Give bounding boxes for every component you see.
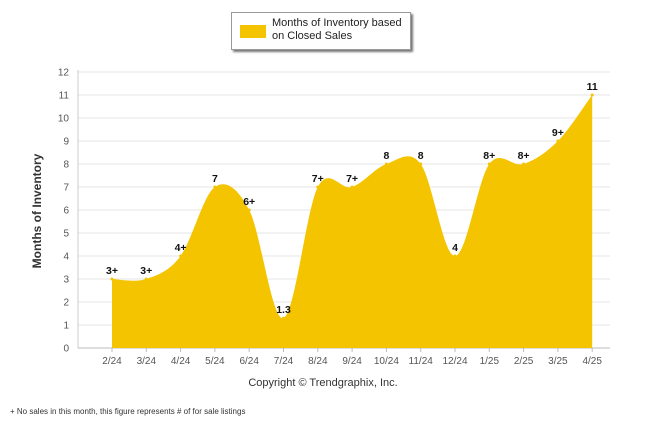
data-point bbox=[213, 185, 217, 189]
x-tick-label: 5/24 bbox=[205, 356, 225, 367]
y-tick-label: 2 bbox=[63, 298, 69, 309]
y-tick-label: 0 bbox=[63, 344, 69, 355]
x-tick-label: 6/24 bbox=[239, 356, 259, 367]
x-tick-label: 12/24 bbox=[442, 356, 467, 367]
data-point bbox=[590, 93, 594, 97]
data-point bbox=[282, 316, 285, 320]
y-axis-label: Months of Inventory bbox=[30, 153, 44, 268]
y-tick-label: 9 bbox=[63, 137, 69, 148]
y-tick-label: 10 bbox=[58, 114, 70, 125]
data-point bbox=[487, 162, 491, 166]
data-label: 3+ bbox=[140, 265, 152, 277]
data-point bbox=[419, 162, 423, 166]
legend: Months of Inventory based on Closed Sale… bbox=[231, 12, 411, 50]
data-point bbox=[350, 185, 354, 189]
y-tick-label: 1 bbox=[63, 321, 69, 332]
legend-swatch bbox=[240, 25, 266, 38]
x-tick-label: 2/24 bbox=[102, 356, 122, 367]
x-tick-label: 2/25 bbox=[514, 356, 534, 367]
data-label: 11 bbox=[587, 81, 598, 93]
data-label: 9+ bbox=[552, 127, 564, 139]
x-tick-label: 9/24 bbox=[342, 356, 362, 367]
data-label: 8+ bbox=[483, 150, 495, 162]
data-label: 1.3 bbox=[276, 304, 291, 316]
x-tick-label: 11/24 bbox=[409, 356, 434, 367]
data-point bbox=[522, 162, 526, 166]
data-point bbox=[179, 254, 183, 258]
data-point bbox=[144, 277, 148, 281]
x-tick-label: 3/25 bbox=[548, 356, 568, 367]
series-area bbox=[112, 95, 593, 348]
x-tick-label: 1/25 bbox=[480, 356, 500, 367]
y-tick-label: 8 bbox=[63, 160, 69, 171]
data-label: 7+ bbox=[312, 173, 324, 185]
y-tick-label: 11 bbox=[59, 91, 70, 102]
data-label: 7+ bbox=[346, 173, 358, 185]
data-label: 7 bbox=[212, 173, 218, 185]
data-point bbox=[110, 277, 114, 281]
data-label: 3+ bbox=[106, 265, 118, 277]
copyright-text: Copyright © Trendgraphix, Inc. bbox=[248, 377, 398, 389]
footnote-text: + No sales in this month, this figure re… bbox=[10, 407, 246, 416]
y-tick-label: 6 bbox=[63, 206, 69, 217]
data-point bbox=[247, 208, 251, 212]
data-label: 8 bbox=[418, 150, 424, 162]
x-tick-labels: 2/24 3/24 4/24 5/24 6/24 7/24 8/24 9/24 10/24 11/… bbox=[102, 348, 602, 367]
y-tick-label: 4 bbox=[63, 252, 69, 263]
x-tick-label: 7/24 bbox=[274, 356, 294, 367]
x-tick-label: 3/24 bbox=[137, 356, 157, 367]
x-tick-label: 8/24 bbox=[308, 356, 328, 367]
data-labels: 3+ 3+ 4+ 7 6+ 1.3 7+ 7+ 8 8 4 8+ 8+ 9+ 11 bbox=[106, 81, 598, 316]
data-point bbox=[453, 254, 457, 258]
data-label: 8+ bbox=[518, 150, 530, 162]
data-point bbox=[316, 185, 320, 189]
data-label: 6+ bbox=[243, 196, 255, 208]
y-tick-label: 7 bbox=[63, 183, 69, 194]
y-tick-label: 3 bbox=[63, 275, 69, 286]
data-point bbox=[556, 139, 560, 143]
x-tick-label: 4/24 bbox=[171, 356, 191, 367]
legend-label: Months of Inventory based on Closed Sale… bbox=[272, 17, 402, 42]
data-label: 4 bbox=[452, 242, 458, 254]
data-point bbox=[384, 162, 388, 166]
y-tick-label: 12 bbox=[58, 68, 70, 79]
area-series bbox=[110, 93, 594, 348]
data-label: 4+ bbox=[175, 242, 187, 254]
y-tick-label: 5 bbox=[63, 229, 69, 240]
x-tick-label: 10/24 bbox=[374, 356, 399, 367]
data-label: 8 bbox=[383, 150, 389, 162]
x-tick-label: 4/25 bbox=[582, 356, 602, 367]
